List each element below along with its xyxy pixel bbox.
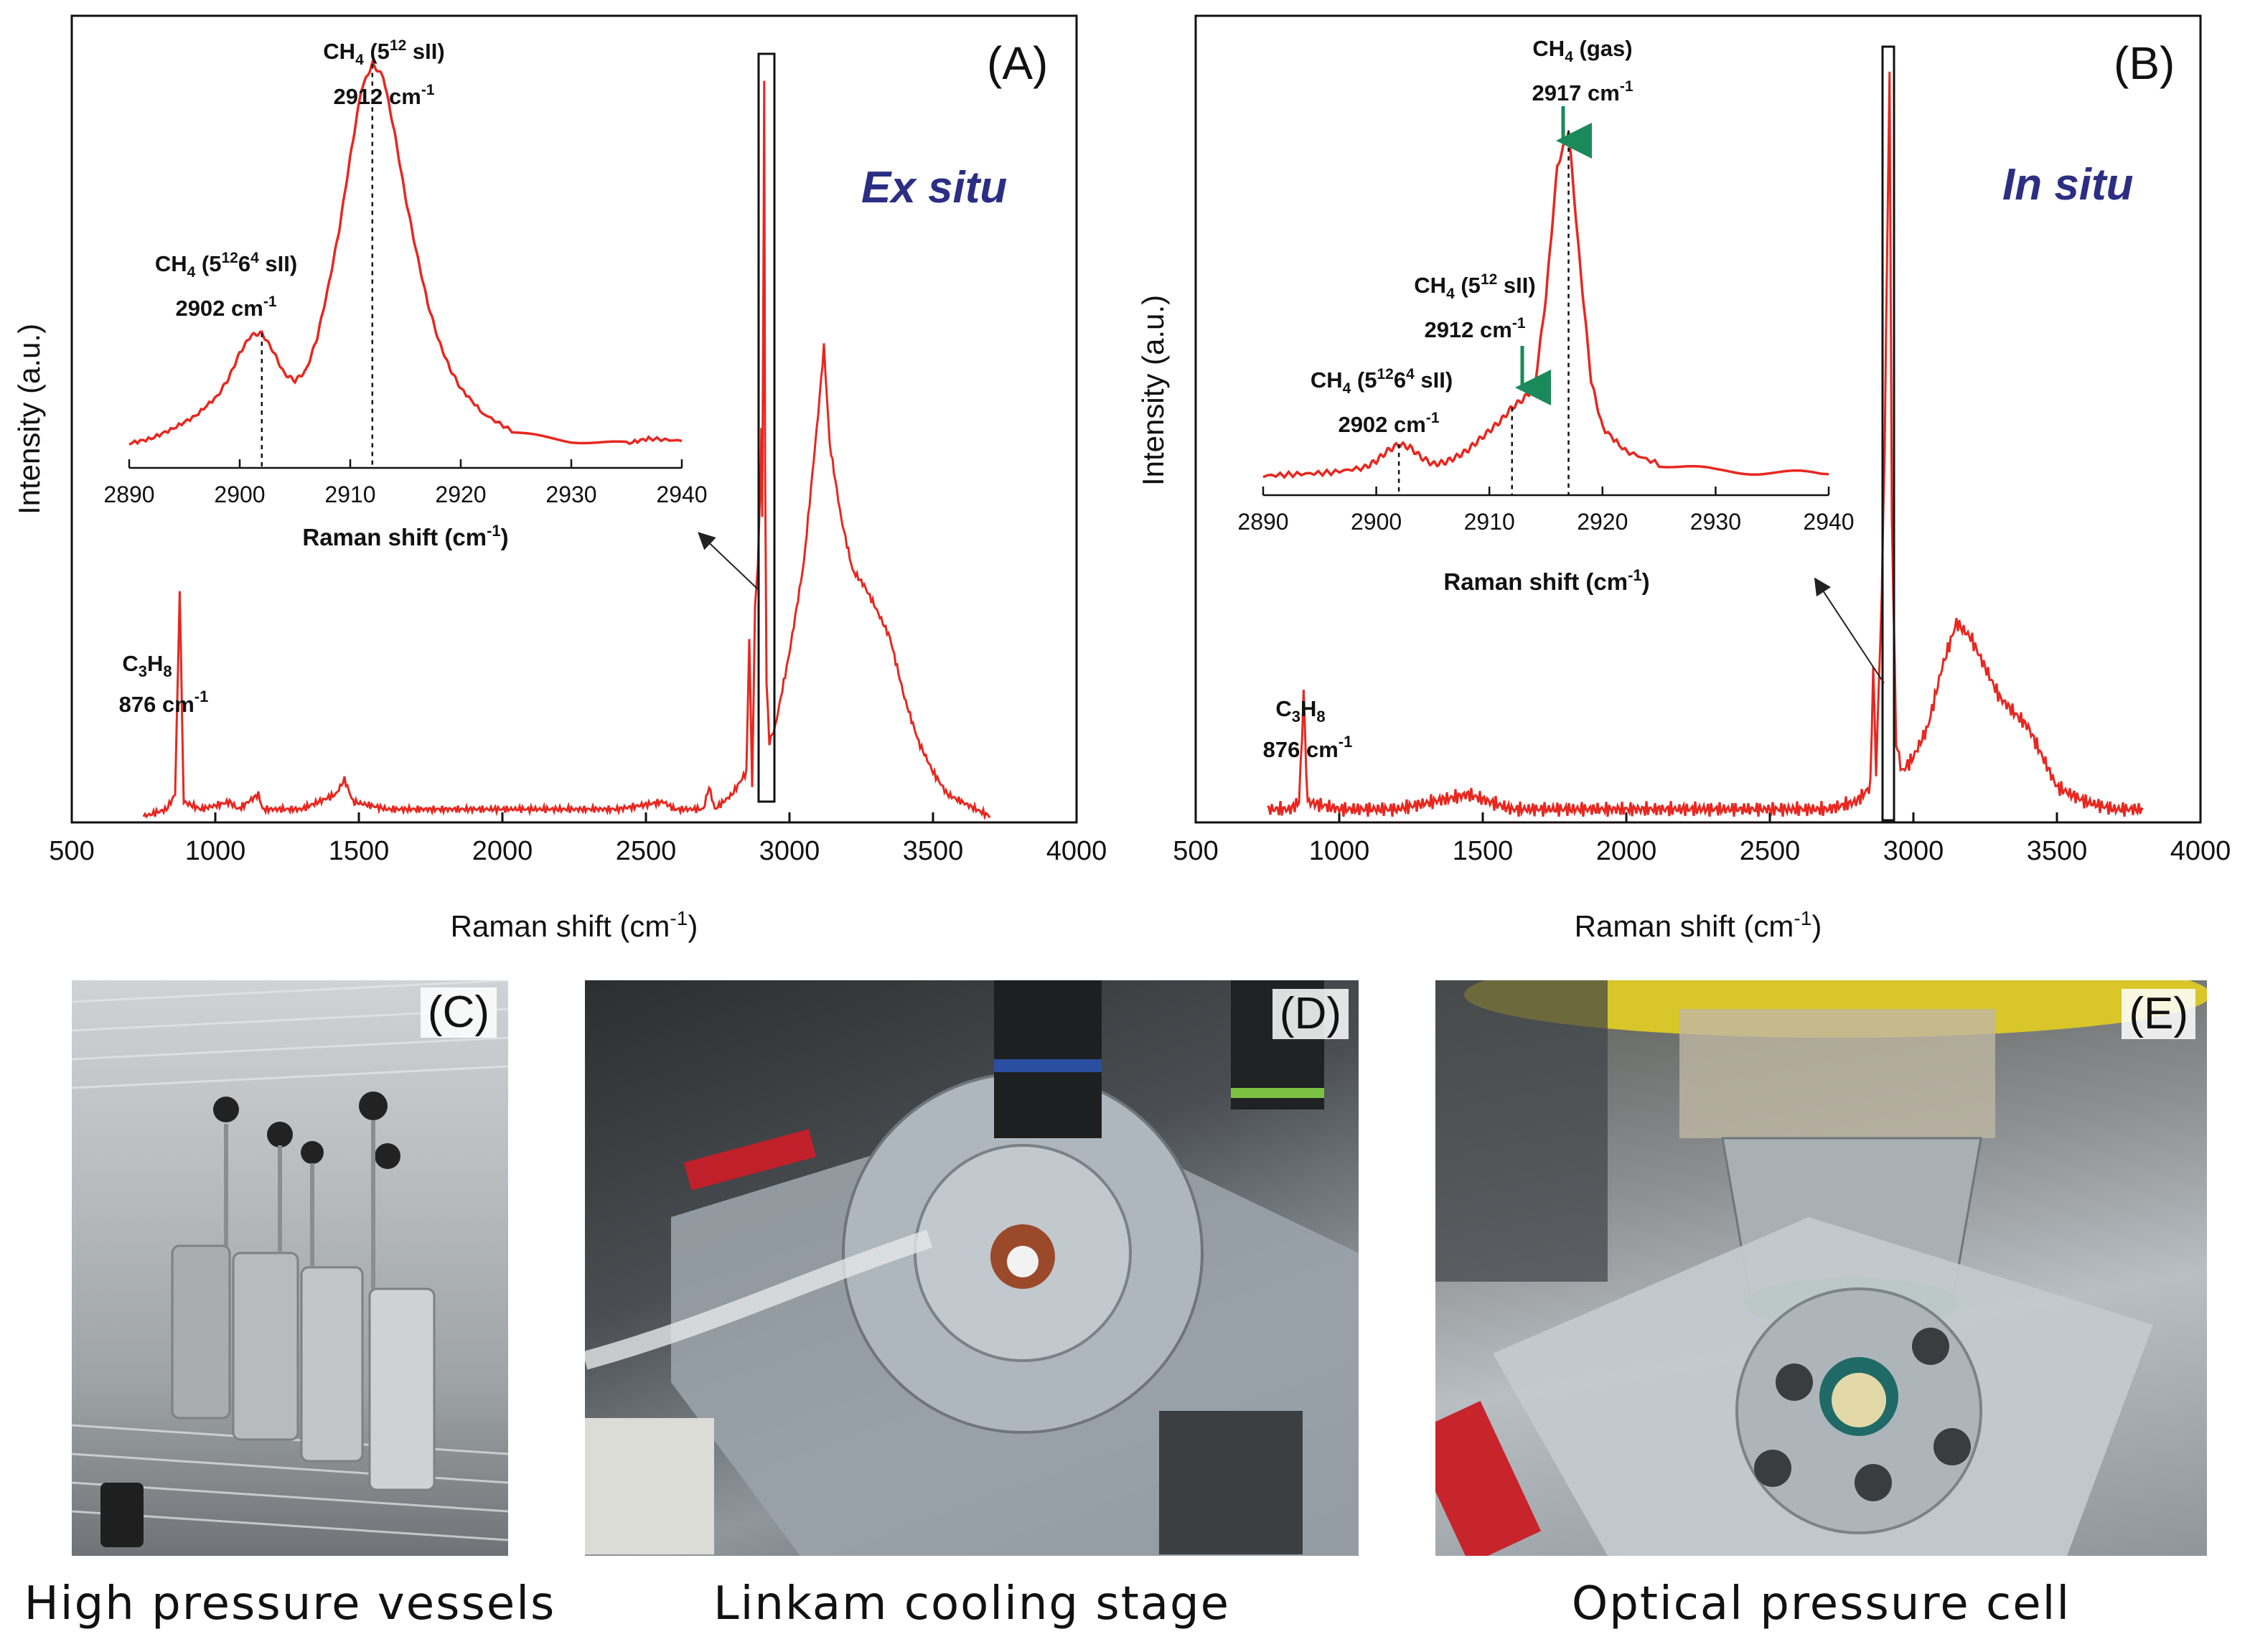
- photo-c-label: (C): [420, 987, 497, 1038]
- panel-x-tick-label: 500: [49, 836, 94, 866]
- panel-a-label: (A): [987, 37, 1048, 89]
- panel-b-inset-ticks: 2890 2900 2910 2920 2930 2940: [1237, 487, 1855, 535]
- panel-x-tick-label: 3500: [903, 836, 964, 866]
- panel-b-label: (B): [2114, 37, 2175, 89]
- panel-a-inset-2912-label: 2912 cm-1: [333, 82, 434, 109]
- inset-x-tick-label: 2940: [656, 482, 707, 507]
- caption-linkam-cooling-stage: Linkam cooling stage: [713, 1577, 1231, 1630]
- panel-b-zoom-box: [1881, 45, 1895, 822]
- panel-x-tick-label: 2000: [472, 836, 533, 866]
- panel-b-y-label: Intensity (a.u.): [1136, 295, 1170, 486]
- panel-b-chart: (B) In situ 500 1000 1500 2000 2500 3000 3500 4…: [1136, 14, 2231, 943]
- inset-x-tick-label: 2890: [103, 482, 154, 507]
- inset-x-tick-label: 2890: [1237, 509, 1288, 535]
- panel-a-inset-2902-label: 2902 cm-1: [175, 294, 276, 321]
- panel-x-tick-label: 1000: [1309, 836, 1370, 866]
- panel-a-inset-sII-512-label: CH4 (512 sII): [323, 37, 444, 68]
- panel-a-situ-tag: Ex situ: [861, 163, 1007, 212]
- panel-a-c3h8-label: C3H8: [122, 651, 172, 680]
- panel-b-inset-sII-512-label: CH4 (512 sII): [1414, 271, 1535, 302]
- panel-b-inset-sII-5126-label: CH4 (51264 sII): [1311, 366, 1453, 397]
- inset-x-tick-label: 2910: [324, 482, 375, 507]
- inset-x-tick-label: 2900: [214, 482, 265, 507]
- photo-optical-pressure-cell: (E): [1435, 980, 2207, 1556]
- panel-x-tick-label: 2500: [616, 836, 677, 866]
- panel-a-zoom-arrow: [698, 532, 759, 591]
- inset-x-tick-label: 2920: [1577, 509, 1628, 535]
- panel-b-inset-spectrum: [1262, 131, 1829, 479]
- panel-b-inset: 2890 2900 2910 2920 2930 2940 Raman shift (cm…: [1237, 36, 1854, 595]
- panel-x-tick-label: 500: [1173, 836, 1218, 866]
- panel-a-inset-sII-5126-label: CH4 (51264 sII): [155, 250, 297, 281]
- inset-x-tick-label: 2910: [1464, 509, 1515, 535]
- panel-x-tick-label: 4000: [1046, 836, 1107, 866]
- panel-x-tick-label: 3000: [1883, 836, 1944, 866]
- panel-a-spectrum-line: [142, 80, 990, 821]
- panel-a-chart: (A) Ex situ 500 1000 1500 2000 2500 3000 3500 4…: [12, 14, 1107, 943]
- caption-optical-pressure-cell: Optical pressure cell: [1571, 1577, 2071, 1630]
- panel-b-inset-2912-label: 2912 cm-1: [1424, 315, 1525, 342]
- panel-a-axes-frame: [70, 14, 1078, 824]
- panel-a-y-label: Intensity (a.u.): [12, 324, 46, 515]
- photo-e-label: (E): [2122, 989, 2195, 1039]
- panel-a-zoom-box: [757, 52, 776, 803]
- inset-x-tick-label: 2930: [545, 482, 596, 507]
- inset-x-tick-label: 2930: [1690, 509, 1741, 535]
- panel-b-inset-x-label: Raman shift (cm-1): [1443, 566, 1649, 595]
- panel-x-tick-label: 3500: [2027, 836, 2088, 866]
- photo-e-illustration: [1435, 980, 2207, 1556]
- panel-x-tick-label: 2500: [1740, 836, 1801, 866]
- inset-x-tick-label: 2920: [435, 482, 486, 507]
- panel-b-inset-2917-label: 2917 cm-1: [1532, 78, 1633, 105]
- photo-c-illustration: [72, 980, 508, 1547]
- photo-high-pressure-vessels: (C): [72, 980, 508, 1556]
- panel-a-inset-x-label: Raman shift (cm-1): [302, 522, 508, 550]
- panel-a-x-ticks: 500 1000 1500 2000 2500 3000 3500 4000: [49, 812, 1107, 866]
- panel-a-inset-spectrum: [128, 60, 683, 446]
- panel-x-tick-label: 1500: [329, 836, 390, 866]
- panel-b-x-ticks: 500 1000 1500 2000 2500 3000 3500 4000: [1173, 812, 2231, 866]
- panel-a-x-label: Raman shift (cm-1): [451, 907, 698, 943]
- panel-x-tick-label: 3000: [759, 836, 820, 866]
- panel-b-c3h8-wavenumber: 876 cm-1: [1263, 733, 1353, 762]
- photo-linkam-cooling-stage: (D): [585, 980, 1359, 1556]
- panel-b-x-label: Raman shift (cm-1): [1575, 907, 1822, 943]
- panel-a-inset: 2890 2900 2910 2920 2930 2940 Raman shift (cm…: [103, 37, 707, 550]
- inset-x-tick-label: 2940: [1803, 509, 1854, 535]
- photo-d-illustration: [585, 980, 1359, 1556]
- panel-a-inset-ticks: 2890 2900 2910 2920 2930 2940: [103, 459, 708, 507]
- panel-x-tick-label: 1000: [185, 836, 246, 866]
- panel-x-tick-label: 2000: [1596, 836, 1657, 866]
- panel-x-tick-label: 1500: [1453, 836, 1514, 866]
- panel-b-inset-2902-label: 2902 cm-1: [1338, 410, 1439, 437]
- panel-x-tick-label: 4000: [2170, 836, 2231, 866]
- panel-a-c3h8-wavenumber: 876 cm-1: [119, 687, 209, 717]
- caption-high-pressure-vessels: High pressure vessels: [24, 1577, 556, 1630]
- panel-b-inset-gas-label: CH4 (gas): [1532, 36, 1632, 65]
- panel-b-zoom-arrow: [1814, 577, 1885, 684]
- panel-b-situ-tag: In situ: [2002, 160, 2134, 210]
- photo-d-label: (D): [1272, 989, 1349, 1039]
- panel-b-c3h8-label: C3H8: [1275, 696, 1325, 726]
- panel-b-spectrum-line: [1267, 71, 2144, 817]
- inset-x-tick-label: 2900: [1351, 509, 1402, 535]
- panel-b-axes-frame: [1194, 14, 2202, 824]
